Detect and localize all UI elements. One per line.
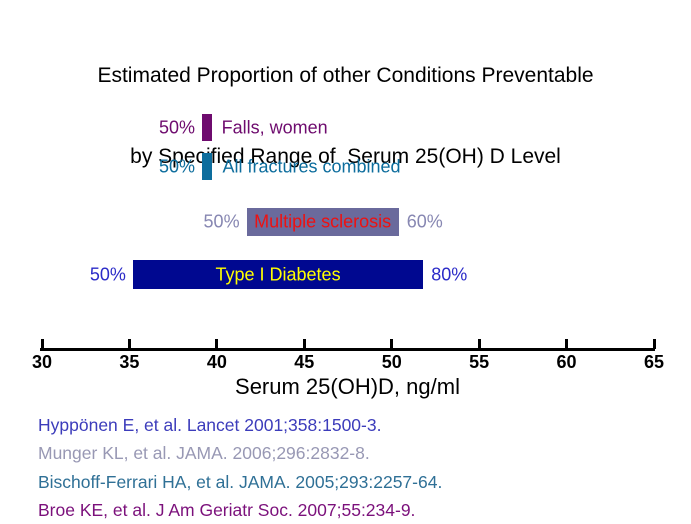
- x-axis-tick-55: [477, 339, 481, 349]
- bar-type-i-diabetes: [132, 260, 424, 289]
- x-axis-tick-65: [652, 339, 656, 349]
- x-axis-tick-30: [40, 339, 44, 349]
- reference-broe: Broe KE, et al. J Am Geriatr Soc. 2007;5…: [38, 500, 416, 521]
- pct-label-left-all-fractures-combined: 50%: [158, 156, 195, 176]
- x-axis-tick-label-60: 60: [556, 352, 577, 372]
- x-axis-tick-label-45: 45: [294, 352, 315, 372]
- pct-label-right-type-i-diabetes: 80%: [431, 264, 468, 284]
- x-axis-tick-35: [127, 339, 131, 349]
- reference-munger: Munger KL, et al. JAMA. 2006;296:2832-8.: [38, 443, 370, 464]
- x-axis-title: Serum 25(OH)D, ng/ml: [235, 374, 460, 399]
- bar-all-fractures-combined: [201, 153, 213, 180]
- x-axis-tick-45: [302, 339, 306, 349]
- chart-title-line2: by Specified Range of Serum 25(OH) D Lev…: [130, 145, 561, 168]
- x-axis-tick-label-50: 50: [381, 352, 402, 372]
- bar-multiple-sclerosis: [246, 208, 399, 236]
- x-axis-tick-60: [565, 339, 569, 349]
- x-axis-tick-50: [390, 339, 394, 349]
- x-axis-tick-label-30: 30: [31, 352, 53, 372]
- chart-title-line1: Estimated Proportion of other Conditions…: [97, 64, 594, 87]
- bar-label-all-fractures-combined: All fractures combined: [222, 156, 401, 176]
- references: Hyppönen E, et al. Lancet 2001;358:1500-…: [38, 411, 442, 524]
- reference-hypponen: Hyppönen E, et al. Lancet 2001;358:1500-…: [38, 415, 382, 435]
- x-axis-tick-label-65: 65: [643, 352, 665, 372]
- x-axis-tick-40: [215, 339, 219, 349]
- x-axis-line: [40, 348, 655, 351]
- pct-label-left-multiple-sclerosis: 50%: [203, 211, 240, 232]
- reference-bischoff-ferrari: Bischoff-Ferrari HA, et al. JAMA. 2005;2…: [38, 471, 443, 492]
- x-axis-tick-label-55: 55: [469, 352, 490, 372]
- pct-label-left-falls-women: 50%: [158, 117, 195, 137]
- pct-label-left-type-i-diabetes: 50%: [89, 264, 126, 284]
- bar-label-type-i-diabetes: Type I Diabetes: [215, 264, 341, 284]
- bar-falls-women: [201, 114, 212, 141]
- bar-label-falls-women: Falls, women: [221, 117, 328, 137]
- bar-label-multiple-sclerosis: Multiple sclerosis: [254, 211, 392, 232]
- pct-label-right-multiple-sclerosis: 60%: [406, 211, 443, 232]
- chart-title: Estimated Proportion of other Conditions…: [0, 8, 691, 224]
- x-axis-tick-label-35: 35: [119, 352, 140, 372]
- x-axis-tick-label-40: 40: [206, 352, 227, 372]
